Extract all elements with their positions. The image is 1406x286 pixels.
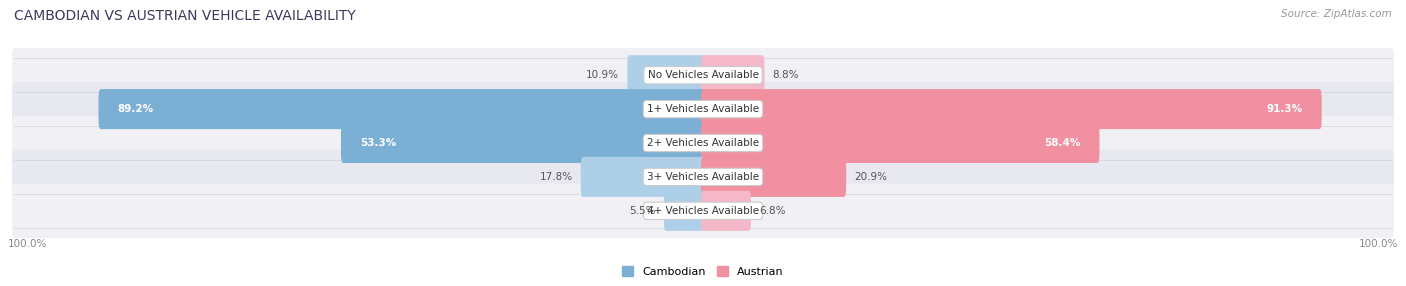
FancyBboxPatch shape: [702, 157, 846, 197]
FancyBboxPatch shape: [627, 55, 704, 95]
Text: 4+ Vehicles Available: 4+ Vehicles Available: [647, 206, 759, 216]
Legend: Cambodian, Austrian: Cambodian, Austrian: [619, 263, 787, 280]
FancyBboxPatch shape: [664, 191, 704, 231]
FancyBboxPatch shape: [581, 157, 704, 197]
Text: 5.5%: 5.5%: [630, 206, 655, 216]
Text: 2+ Vehicles Available: 2+ Vehicles Available: [647, 138, 759, 148]
Text: 6.8%: 6.8%: [759, 206, 786, 216]
Text: 89.2%: 89.2%: [117, 104, 153, 114]
Text: 3+ Vehicles Available: 3+ Vehicles Available: [647, 172, 759, 182]
FancyBboxPatch shape: [98, 89, 704, 129]
Text: 10.9%: 10.9%: [586, 70, 619, 80]
FancyBboxPatch shape: [342, 123, 704, 163]
Text: 91.3%: 91.3%: [1267, 104, 1303, 114]
FancyBboxPatch shape: [13, 150, 1393, 204]
FancyBboxPatch shape: [13, 48, 1393, 102]
Text: Source: ZipAtlas.com: Source: ZipAtlas.com: [1281, 9, 1392, 19]
FancyBboxPatch shape: [702, 123, 1099, 163]
Text: No Vehicles Available: No Vehicles Available: [648, 70, 758, 80]
FancyBboxPatch shape: [13, 82, 1393, 136]
Text: 58.4%: 58.4%: [1045, 138, 1081, 148]
Text: 8.8%: 8.8%: [772, 70, 799, 80]
FancyBboxPatch shape: [13, 184, 1393, 238]
FancyBboxPatch shape: [702, 89, 1322, 129]
Text: 17.8%: 17.8%: [540, 172, 572, 182]
Text: 1+ Vehicles Available: 1+ Vehicles Available: [647, 104, 759, 114]
Text: CAMBODIAN VS AUSTRIAN VEHICLE AVAILABILITY: CAMBODIAN VS AUSTRIAN VEHICLE AVAILABILI…: [14, 9, 356, 23]
FancyBboxPatch shape: [702, 55, 765, 95]
Text: 53.3%: 53.3%: [360, 138, 396, 148]
FancyBboxPatch shape: [13, 116, 1393, 170]
Text: 20.9%: 20.9%: [855, 172, 887, 182]
FancyBboxPatch shape: [702, 191, 751, 231]
